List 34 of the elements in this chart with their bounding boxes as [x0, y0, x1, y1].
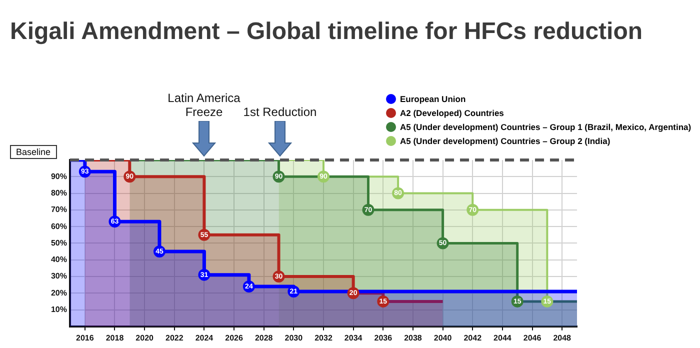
y-tick-label: 20% — [50, 288, 67, 298]
y-tick-label: 50% — [50, 238, 67, 248]
text: Latin America Freeze — [166, 91, 242, 119]
x-tick-label: 2040 — [434, 333, 452, 342]
x-tick-label: 2018 — [106, 333, 124, 342]
y-tick-label: 10% — [50, 304, 67, 314]
x-tick-label: 2026 — [225, 333, 244, 342]
x-tick-label: 2030 — [284, 333, 304, 342]
x-tick-label: 2022 — [165, 333, 184, 342]
x-tick-label: 2046 — [523, 333, 542, 342]
y-tick-label: 80% — [50, 188, 67, 198]
y-tick-label: 30% — [50, 272, 67, 281]
x-tick-label: 2036 — [374, 333, 393, 342]
x-tick-label: 2024 — [195, 333, 214, 342]
x-tick-label: 2032 — [314, 333, 333, 342]
x-tick-label: 2042 — [464, 333, 482, 342]
chart-title: Kigali Amendment – Global timeline for HFCs reduction — [10, 18, 643, 46]
y-tick-label: 60% — [50, 222, 67, 231]
x-tick-label: 2044 — [494, 333, 512, 342]
x-tick-label: 2020 — [136, 333, 154, 342]
x-tick-label: 2028 — [254, 333, 274, 342]
y-tick-label: 70% — [50, 205, 67, 214]
legend-label: A5 (Under development) Countries – Group 2 (India) — [400, 136, 610, 146]
ref-line-label: Baseline — [10, 145, 57, 159]
text: 1st Reduction — [242, 105, 318, 119]
legend-label: A2 (Developed) Countries — [400, 108, 504, 118]
x-tick-label: 2038 — [404, 333, 422, 342]
y-tick-label: 40% — [50, 255, 67, 264]
y-tick-label: 90% — [50, 172, 67, 181]
legend-label: European Union — [400, 94, 466, 104]
x-tick-label: 2034 — [344, 333, 363, 342]
x-tick-label: 2016 — [76, 333, 94, 342]
legend-label: A5 (Under development) Countries – Group 1 (Brazil, Mexico, Argentina) — [400, 122, 692, 132]
x-tick-label: 2048 — [553, 333, 572, 342]
